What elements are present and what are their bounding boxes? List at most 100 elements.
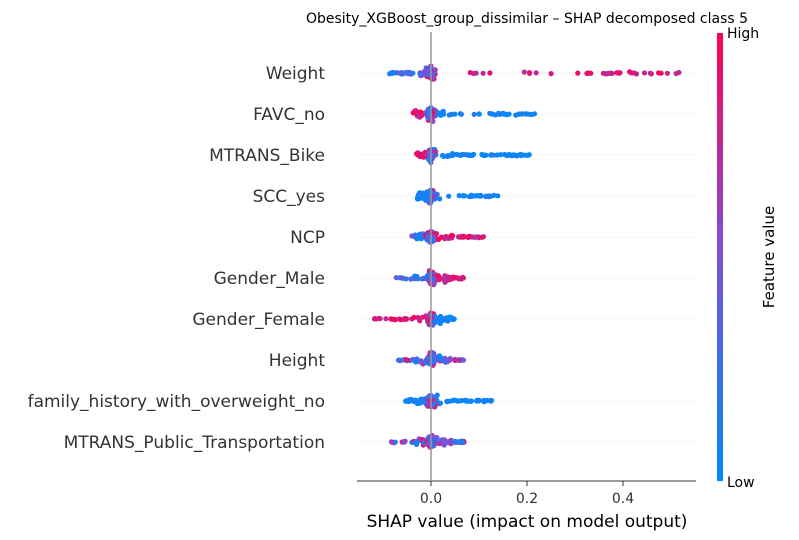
feature-label: Height [269,351,326,371]
shap-point [526,70,533,76]
colorbar-title: Feature value [760,206,778,308]
shap-point [412,275,418,281]
shap-point [472,193,478,199]
shap-point [389,70,395,76]
shap-point [393,275,399,281]
shap-point [459,275,465,282]
shap-point [526,111,532,117]
chart-title: Obesity_XGBoost_group_dissimilar – SHAP … [306,11,748,27]
shap-point [471,111,477,117]
shap-point [425,233,431,239]
shap-point [424,273,431,279]
shap-point [404,357,410,363]
shap-point [436,440,443,446]
shap-point [410,70,416,76]
shap-point [479,234,485,240]
shap-point [489,397,495,404]
shap-point [416,400,422,406]
shap-point [471,151,477,157]
shap-point [402,70,408,76]
colorbar-low-label: Low [727,475,755,491]
feature-label: Gender_Female [192,310,325,330]
shap-point [449,232,455,238]
x-axis-label: SHAP value (impact on model output) [367,512,688,532]
shap-point [575,70,581,76]
shap-point [478,193,484,199]
shap-point [510,152,516,159]
shap-point [673,70,679,77]
shap-point [452,275,458,281]
feature-label: family_history_with_overweight_no [28,392,325,412]
shap-point [429,433,435,439]
shap-point [548,71,554,77]
x-tick-label: 0.4 [612,491,634,507]
shap-point [442,275,448,281]
shap-point [456,234,462,240]
shap-point [391,316,397,323]
feature-label: MTRANS_Bike [209,146,325,166]
shap-point [481,399,487,405]
shap-point [447,314,453,320]
shap-point [495,193,501,199]
shap-point [430,397,436,403]
shap-point [627,69,633,75]
feature-label: FAVC_no [253,105,325,125]
shap-point [397,358,403,364]
shap-point [398,317,404,323]
shap-point [446,193,452,199]
shap-point [483,193,489,200]
shap-point [414,113,420,119]
x-axis-ticks: 0.0 0.2 0.4 [420,481,634,507]
shap-point [460,234,466,240]
shap-point [444,318,451,324]
shap-point [435,273,441,279]
shap-point [506,152,512,158]
shap-point [496,110,502,116]
shap-point [422,68,428,74]
shap-point [448,111,454,117]
shap-point [456,193,462,199]
feature-label: Weight [266,64,326,84]
shap-point [421,152,427,158]
feature-label: Gender_Male [214,269,325,289]
shap-point [476,111,482,117]
shap-point [584,70,590,76]
shap-point [408,276,414,282]
shap-point [388,439,394,445]
shap-point [440,316,446,322]
shap-point [641,70,648,76]
shap-point [399,275,405,281]
shap-point [409,233,415,239]
shap-point [424,355,431,361]
feature-label: MTRANS_Public_Transportation [64,433,325,453]
shap-point [656,70,662,76]
shap-point [474,397,480,403]
shap-point [455,398,461,404]
shap-point [504,112,510,118]
shap-point [401,439,407,445]
shap-point [633,71,640,77]
shap-point [604,71,610,77]
shap-point [449,398,456,404]
shap-point [468,398,474,404]
shap-point [444,399,450,405]
shap-point [420,398,426,404]
shap-point [467,193,473,199]
shap-point [446,357,452,363]
shap-point [442,355,448,361]
shap-point [417,318,423,324]
shap-point [664,70,671,76]
x-tick-label: 0.0 [420,491,442,507]
shap-point [513,112,519,118]
shap-point [403,398,409,404]
shap-point [425,192,431,198]
shap-point [487,110,493,116]
x-tick-label: 0.2 [516,491,538,507]
shap-point [457,111,463,117]
shap-point [445,153,451,160]
shap-point [450,152,456,158]
shap-points [371,63,682,450]
shap-point [465,152,471,158]
shap-point [439,152,446,159]
